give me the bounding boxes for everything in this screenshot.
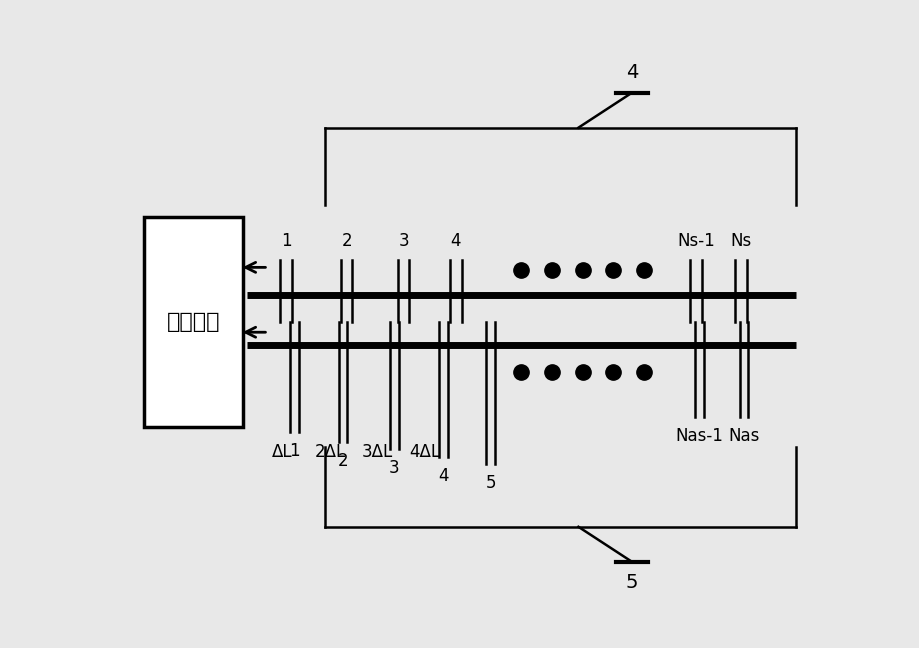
Bar [143, 218, 243, 427]
Text: 2ΔL: 2ΔL [314, 443, 346, 461]
Text: 1: 1 [280, 232, 291, 250]
Text: Nas-1: Nas-1 [675, 427, 723, 445]
Text: 3: 3 [389, 459, 400, 478]
Text: 5: 5 [485, 474, 495, 492]
Text: Ns-1: Ns-1 [676, 232, 714, 250]
Text: Nas: Nas [727, 427, 759, 445]
Text: 测试主机: 测试主机 [166, 312, 220, 332]
Text: 5: 5 [625, 573, 638, 592]
Text: ΔL: ΔL [272, 443, 292, 461]
Text: 4: 4 [450, 232, 460, 250]
Text: 1: 1 [289, 442, 300, 460]
Text: 3: 3 [398, 232, 409, 250]
Text: Ns: Ns [730, 232, 751, 250]
Text: 4: 4 [438, 467, 448, 485]
Text: 2: 2 [337, 452, 348, 470]
Text: 2: 2 [341, 232, 352, 250]
Text: 3ΔL: 3ΔL [361, 443, 392, 461]
Text: 4ΔL: 4ΔL [408, 443, 439, 461]
Text: 4: 4 [625, 63, 638, 82]
